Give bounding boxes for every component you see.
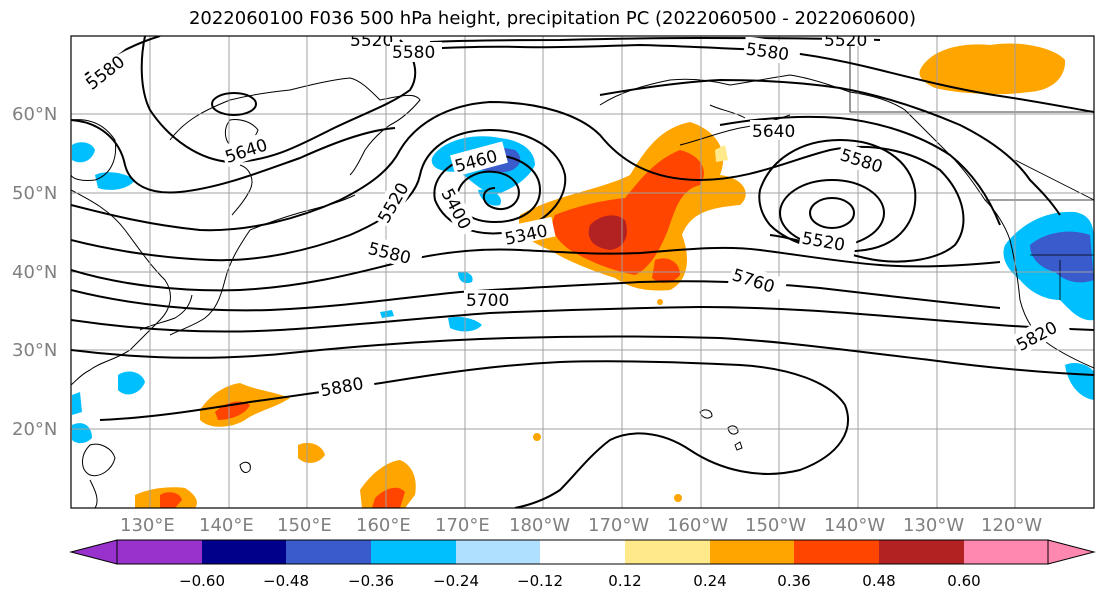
lon-label: 160°E [356,515,411,536]
colorbar-tick: −0.12 [517,572,563,590]
lon-label: 170°W [588,515,650,536]
lon-label: 130°W [903,515,965,536]
colorbar-tick: −0.48 [263,572,309,590]
lon-label: 150°E [277,515,332,536]
contour-label: 5700 [466,291,509,311]
colorbar-cell [710,540,794,564]
colorbar-cell [286,540,371,564]
lon-label: 150°W [745,515,807,536]
colorbar-tick: 0.24 [693,572,727,590]
map-title: 2022060100 F036 500 hPa height, precipit… [188,8,917,29]
contour-label: 5580 [392,43,435,63]
colorbar-cell [794,540,879,564]
colorbar-cell [879,540,964,564]
colorbar-cell [964,540,1048,564]
colorbar-cell [117,540,202,564]
lat-label: 30°N [12,340,58,361]
lon-label: 130°E [120,515,175,536]
colorbar-cell [371,540,456,564]
lat-label: 50°N [12,183,58,204]
colorbar-extend-low [69,539,118,565]
lat-label: 60°N [12,104,58,125]
lon-label: 120°W [981,515,1043,536]
map-border [70,35,1095,509]
colorbar-tick: −0.36 [348,572,394,590]
contour-label: 5640 [752,122,795,142]
colorbar-tick: −0.60 [179,572,225,590]
contour-label: 5520 [824,31,867,51]
colorbar-extend-high [1047,539,1096,565]
colorbar [69,539,1096,565]
lon-label: 140°E [199,515,254,536]
colorbar-tick: 0.12 [608,572,642,590]
colorbar-cell [202,540,286,564]
lon-label: 160°W [667,515,729,536]
colorbar-cell [540,540,625,564]
contour-label: 5520 [350,31,393,51]
colorbar-tick: 0.48 [862,572,896,590]
height-contours [71,36,1094,508]
lon-label: 180°W [509,515,571,536]
lon-label: 140°W [824,515,886,536]
colorbar-tick: 0.36 [777,572,811,590]
colorbar-tick: −0.24 [433,572,479,590]
colorbar-tick: 0.60 [947,572,981,590]
lat-label: 40°N [12,262,58,283]
lon-label: 170°E [435,515,490,536]
colorbar-cell [625,540,710,564]
lat-label: 20°N [12,419,58,440]
colorbar-cell [456,540,540,564]
